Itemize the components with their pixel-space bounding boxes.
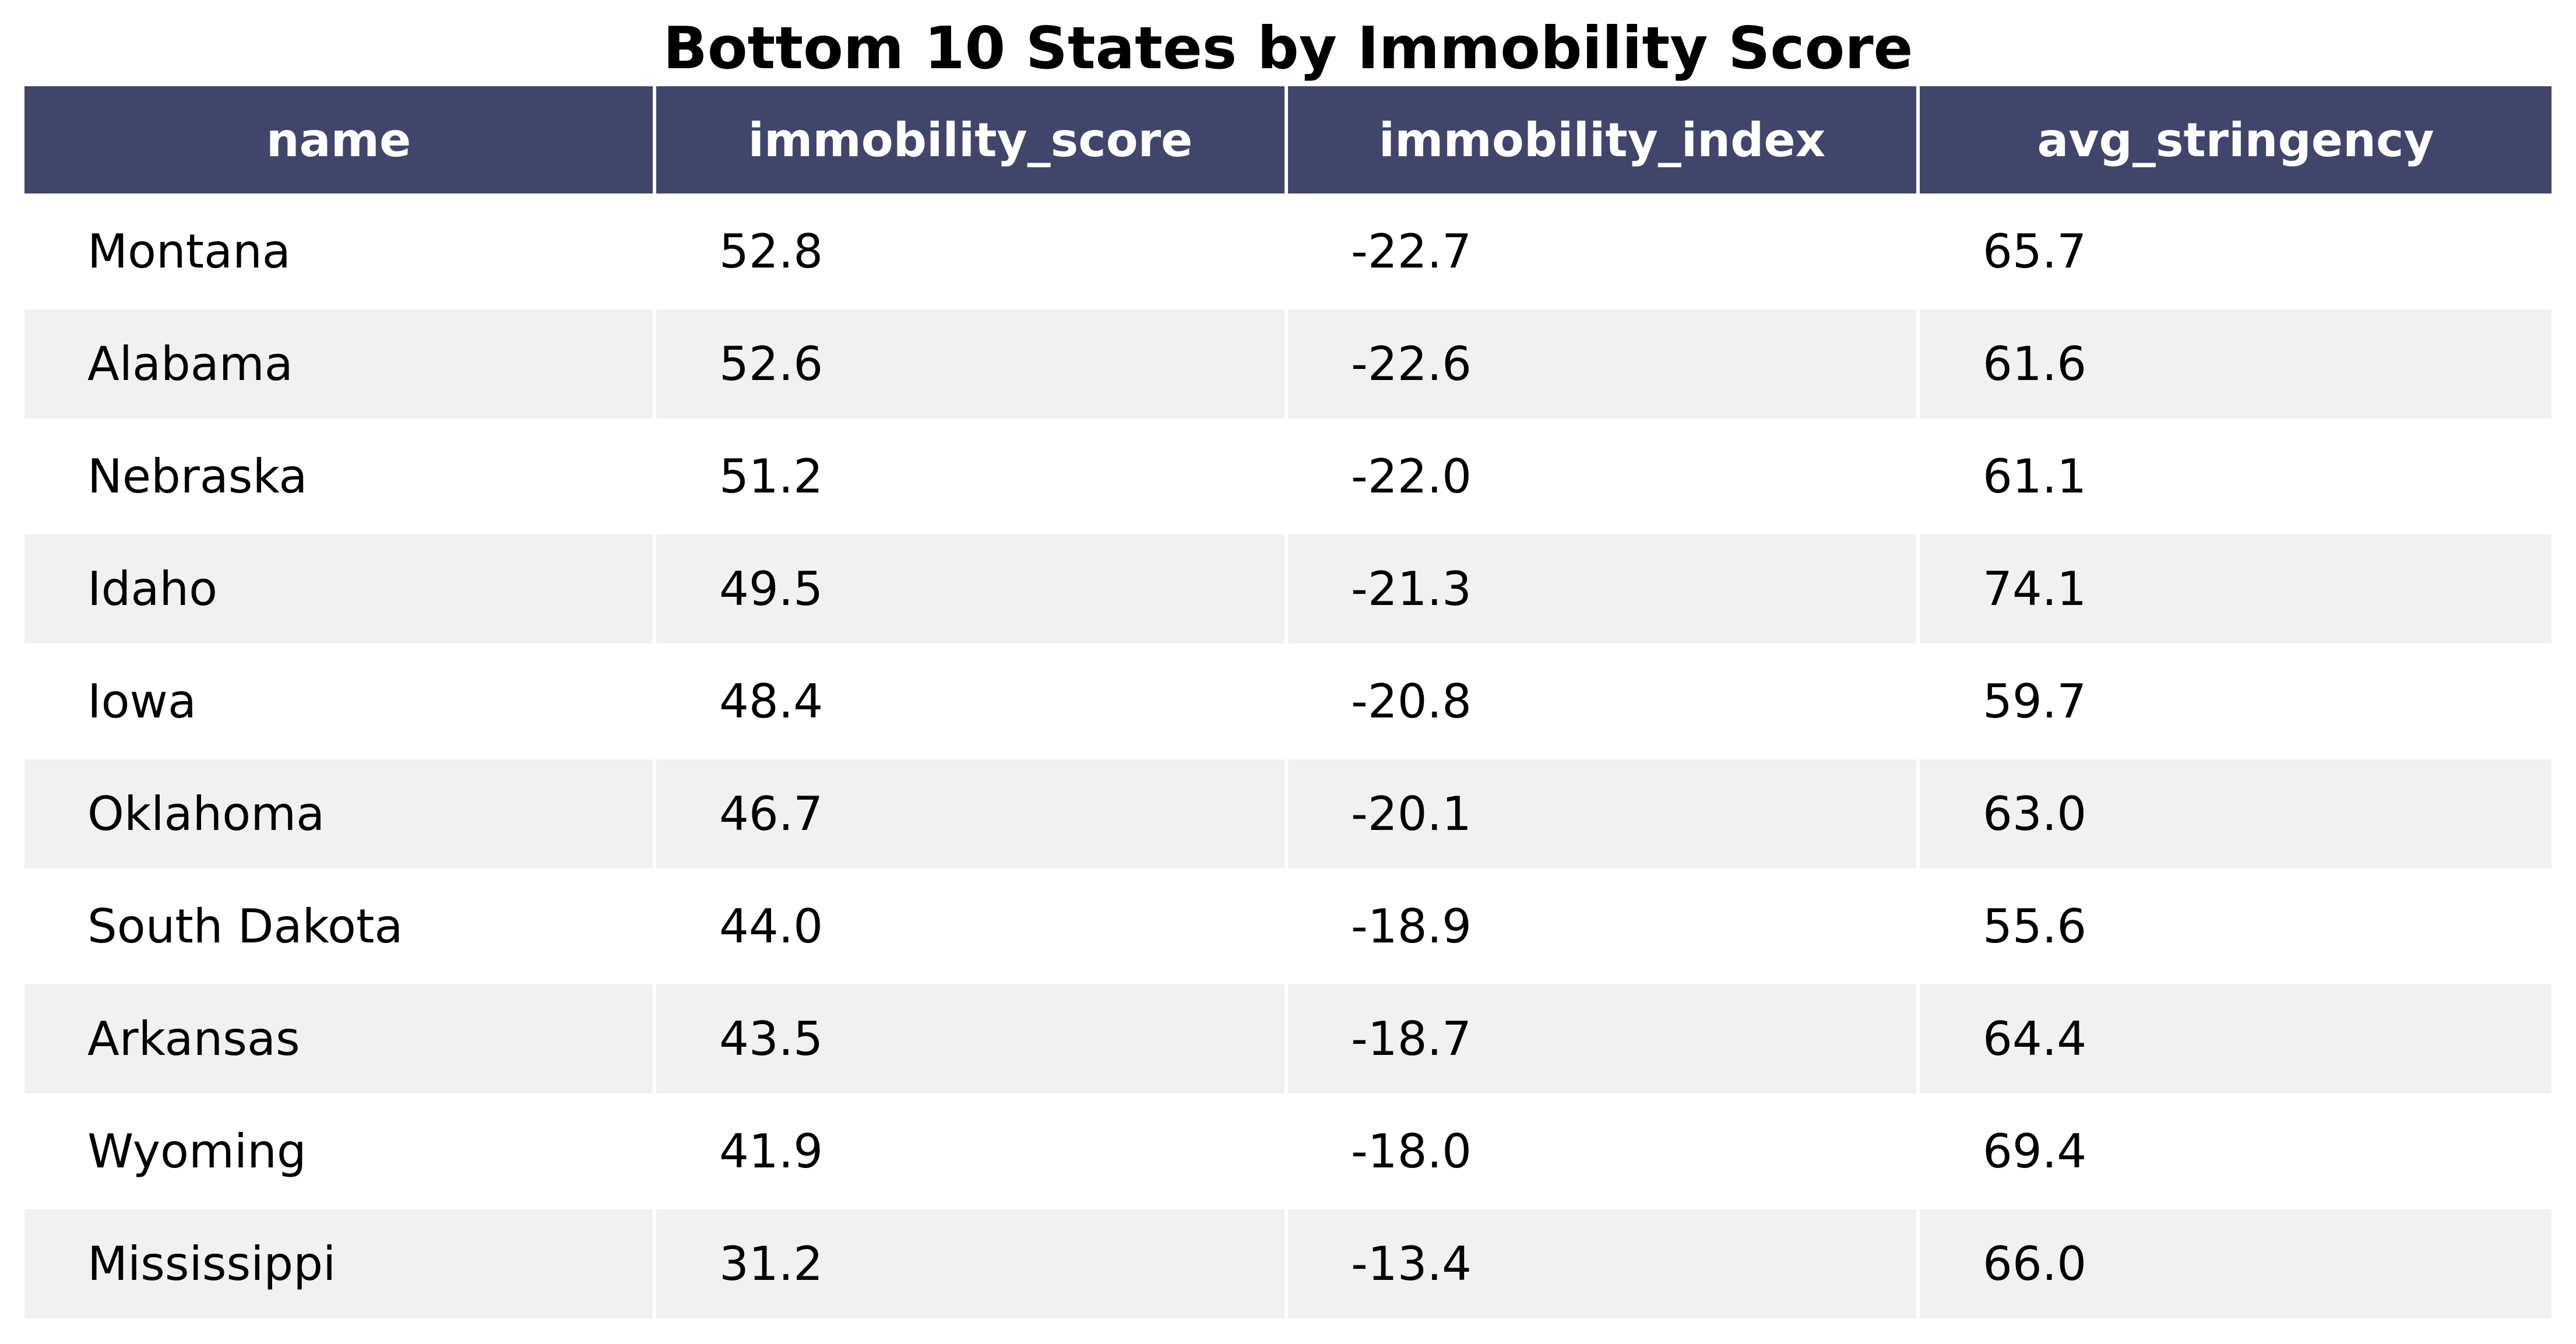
data-table: name immobility_score immobility_index a… [24, 86, 2552, 1322]
table-cell-avg-stringency: 65.7 [1920, 197, 2552, 309]
table-cell-immobility-score: 44.0 [656, 872, 1288, 984]
table-cell-avg-stringency: 69.4 [1920, 1097, 2552, 1209]
table-cell-immobility-index: -21.3 [1288, 534, 1920, 647]
table-cell-immobility-score: 31.2 [656, 1209, 1288, 1322]
table-cell-avg-stringency: 66.0 [1920, 1209, 2552, 1322]
table-cell-immobility-index: -20.1 [1288, 759, 1920, 872]
table-cell-avg-stringency: 63.0 [1920, 759, 2552, 872]
table-cell-name: Wyoming [24, 1097, 656, 1209]
table-cell-immobility-index: -18.9 [1288, 872, 1920, 984]
table-body: Montana 52.8 -22.7 65.7 Alabama 52.6 -22.6 61.6… [24, 197, 2552, 1322]
table-row: Arkansas 43.5 -18.7 64.4 [24, 984, 2552, 1097]
table-cell-name: Mississippi [24, 1209, 656, 1322]
table-cell-immobility-index: -22.0 [1288, 422, 1920, 534]
table-cell-avg-stringency: 64.4 [1920, 984, 2552, 1097]
table-cell-name: Nebraska [24, 422, 656, 534]
table-row: Montana 52.8 -22.7 65.7 [24, 197, 2552, 309]
table-cell-name: Idaho [24, 534, 656, 647]
table-cell-immobility-index: -18.7 [1288, 984, 1920, 1097]
column-header-immobility-score: immobility_score [656, 86, 1288, 197]
column-header-avg-stringency: avg_stringency [1920, 86, 2552, 197]
table-row: Iowa 48.4 -20.8 59.7 [24, 647, 2552, 759]
table-cell-immobility-index: -22.6 [1288, 309, 1920, 422]
chart-title: Bottom 10 States by Immobility Score [663, 14, 1913, 82]
table-cell-name: Arkansas [24, 984, 656, 1097]
table-row: Idaho 49.5 -21.3 74.1 [24, 534, 2552, 647]
table-header-row: name immobility_score immobility_index a… [24, 86, 2552, 197]
table-cell-name: Oklahoma [24, 759, 656, 872]
table-cell-avg-stringency: 61.1 [1920, 422, 2552, 534]
table-cell-immobility-index: -13.4 [1288, 1209, 1920, 1322]
table-cell-avg-stringency: 55.6 [1920, 872, 2552, 984]
table-cell-name: Iowa [24, 647, 656, 759]
table-cell-immobility-index: -22.7 [1288, 197, 1920, 309]
table-cell-avg-stringency: 74.1 [1920, 534, 2552, 647]
table-cell-immobility-score: 41.9 [656, 1097, 1288, 1209]
table-row: Mississippi 31.2 -13.4 66.0 [24, 1209, 2552, 1322]
table-cell-immobility-score: 49.5 [656, 534, 1288, 647]
table-cell-immobility-score: 52.8 [656, 197, 1288, 309]
table-cell-immobility-index: -18.0 [1288, 1097, 1920, 1209]
table-cell-immobility-score: 51.2 [656, 422, 1288, 534]
column-header-immobility-index: immobility_index [1288, 86, 1920, 197]
table-row: Nebraska 51.2 -22.0 61.1 [24, 422, 2552, 534]
table-cell-immobility-score: 46.7 [656, 759, 1288, 872]
table-row: Alabama 52.6 -22.6 61.6 [24, 309, 2552, 422]
table-cell-immobility-score: 52.6 [656, 309, 1288, 422]
column-header-name: name [24, 86, 656, 197]
table-row: South Dakota 44.0 -18.9 55.6 [24, 872, 2552, 984]
table-row: Oklahoma 46.7 -20.1 63.0 [24, 759, 2552, 872]
table-cell-immobility-index: -20.8 [1288, 647, 1920, 759]
table-cell-avg-stringency: 59.7 [1920, 647, 2552, 759]
table-cell-immobility-score: 48.4 [656, 647, 1288, 759]
table-cell-name: South Dakota [24, 872, 656, 984]
table-cell-immobility-score: 43.5 [656, 984, 1288, 1097]
table-cell-name: Alabama [24, 309, 656, 422]
table-row: Wyoming 41.9 -18.0 69.4 [24, 1097, 2552, 1209]
table-cell-avg-stringency: 61.6 [1920, 309, 2552, 422]
table-cell-name: Montana [24, 197, 656, 309]
